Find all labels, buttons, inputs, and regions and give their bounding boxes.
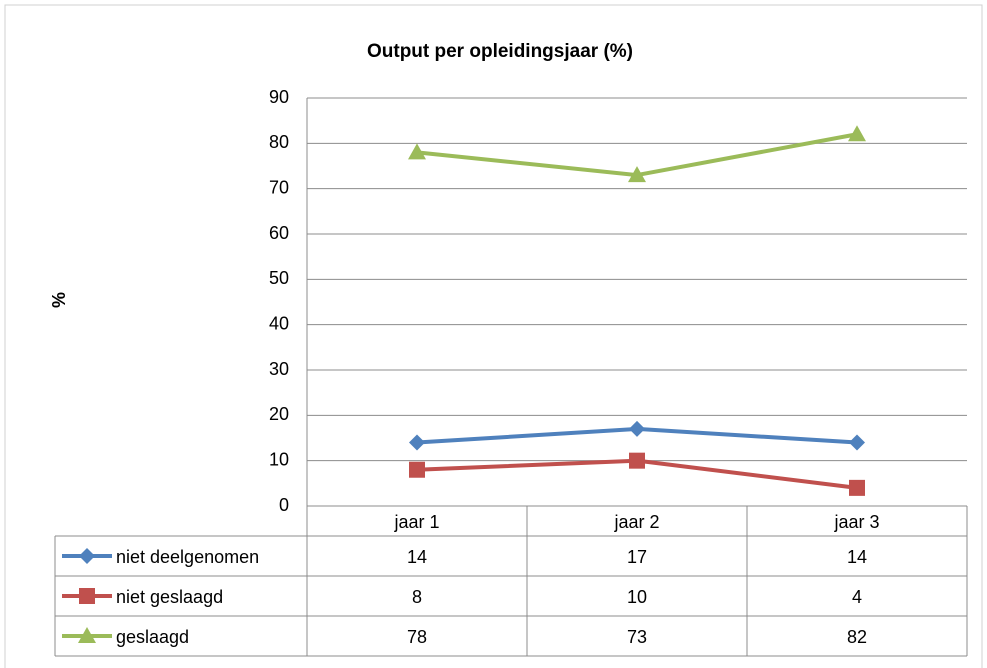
marker — [848, 125, 866, 142]
table-value: 14 — [847, 547, 867, 567]
y-axis-label: % — [49, 292, 69, 308]
y-tick-label: 20 — [269, 404, 289, 424]
marker — [409, 434, 425, 451]
marker — [629, 452, 645, 469]
x-tick-label: jaar 2 — [613, 512, 659, 532]
marker — [849, 479, 865, 496]
y-tick-label: 50 — [269, 268, 289, 288]
table-value: 4 — [852, 587, 862, 607]
marker — [79, 588, 95, 604]
x-tick-label: jaar 1 — [393, 512, 439, 532]
chart-title: Output per opleidingsjaar (%) — [367, 41, 633, 62]
legend-label: geslaagd — [116, 627, 189, 647]
marker — [409, 461, 425, 478]
y-tick-label: 80 — [269, 132, 289, 152]
table-value: 78 — [407, 627, 427, 647]
marker — [628, 166, 646, 183]
y-tick-label: 40 — [269, 313, 289, 333]
marker — [408, 143, 426, 160]
x-tick-label: jaar 3 — [833, 512, 879, 532]
marker — [629, 420, 645, 437]
y-tick-label: 90 — [269, 87, 289, 107]
legend-label: niet deelgenomen — [116, 547, 259, 567]
marker — [78, 627, 96, 643]
table-value: 17 — [627, 547, 647, 567]
table-value: 82 — [847, 627, 867, 647]
chart-border — [4, 4, 983, 668]
y-tick-label: 0 — [279, 495, 289, 515]
y-tick-label: 70 — [269, 177, 289, 197]
marker — [79, 548, 95, 564]
y-tick-label: 10 — [269, 449, 289, 469]
marker — [849, 434, 865, 451]
table-value: 10 — [627, 587, 647, 607]
y-tick-label: 30 — [269, 359, 289, 379]
table-value: 14 — [407, 547, 427, 567]
table-value: 73 — [627, 627, 647, 647]
table-value: 8 — [412, 587, 422, 607]
legend-label: niet geslaagd — [116, 587, 223, 607]
y-tick-label: 60 — [269, 223, 289, 243]
